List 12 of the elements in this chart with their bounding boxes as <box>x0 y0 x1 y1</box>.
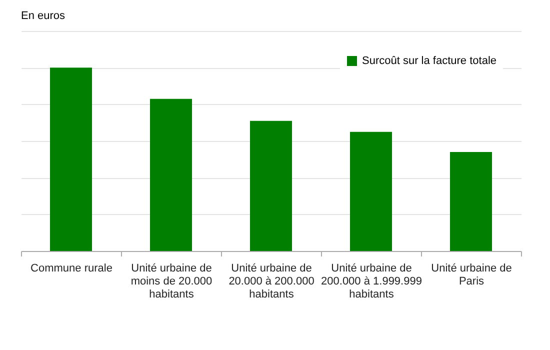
bar <box>250 120 292 251</box>
y-axis-title: En euros <box>21 10 66 22</box>
x-tick-label: Commune rurale <box>30 262 112 274</box>
legend-label: Surcoût sur la facture totale <box>362 55 497 67</box>
x-tick-label: Unité urbaine de Paris <box>431 262 512 288</box>
x-tick-label: Unité urbaine de 20.000 à 200.000 habitants <box>228 262 314 300</box>
bar <box>350 132 392 251</box>
bar <box>150 98 192 251</box>
bar <box>50 68 92 251</box>
x-tick-label: Unité urbaine de moins de 20.000 habitants <box>130 262 212 300</box>
bar <box>450 152 492 251</box>
x-tick-label: Unité urbaine de 200.000 à 1.999.999 habitants <box>321 262 422 300</box>
